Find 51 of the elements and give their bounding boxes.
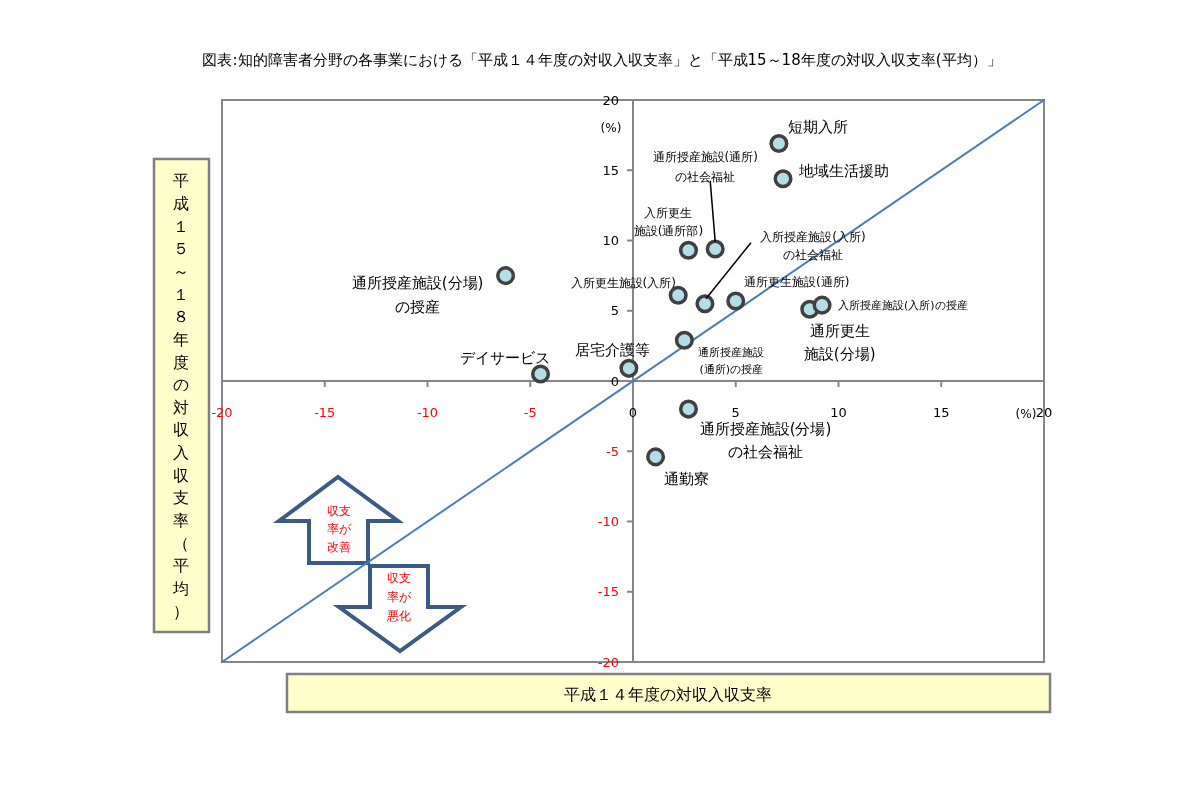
point <box>695 294 715 314</box>
annotation: 通所授産施設(分場)の授産 <box>351 273 484 316</box>
x-tick-label: 0 <box>628 404 638 420</box>
annotation: 収支率が悪化 <box>386 571 412 623</box>
y-tick-label: 5 <box>610 303 619 319</box>
y-tick-label: -10 <box>597 514 619 529</box>
point <box>619 358 639 378</box>
point <box>531 364 551 384</box>
y-tick-label: -20 <box>597 654 619 670</box>
x-tick-label: -10 <box>416 404 439 420</box>
annotation: 入所更生施設(入所) <box>570 276 676 291</box>
annotation: 通所授産施設(通所)の社会福祉 <box>652 149 758 184</box>
point <box>646 447 666 467</box>
y-tick-label: 0 <box>610 373 619 389</box>
x-tick-label: -5 <box>523 404 537 420</box>
annotation: 入所更生施設(通所部) <box>633 206 704 239</box>
x-axis-title: 平成１４年度の対収入収支率 <box>564 684 772 704</box>
point <box>678 399 699 419</box>
text: 平成１５～１８年度の対収入収支率（平均） <box>173 170 189 621</box>
annotation: 短期入所 <box>787 117 848 136</box>
x-tick-label: 15 <box>932 404 950 420</box>
y-tick-label: -15 <box>597 584 619 600</box>
point <box>769 134 789 154</box>
point <box>705 239 725 259</box>
y-tick-label: 20 <box>602 92 619 108</box>
annotation: 収支率が改善 <box>327 504 352 554</box>
point <box>726 291 746 311</box>
annotation: 居宅介護等 <box>575 341 651 360</box>
point <box>773 169 793 189</box>
x-tick-label: 5 <box>731 404 740 420</box>
y-tick-label: 15 <box>602 162 619 178</box>
x-tick-label: 20 <box>1035 404 1053 420</box>
point <box>812 295 832 315</box>
annotation: 通所更生施設(分場) <box>803 322 876 364</box>
annotation: (%) <box>600 121 622 135</box>
y-tick-label: -5 <box>606 443 619 459</box>
point <box>678 240 699 260</box>
annotation: 地域生活援助 <box>798 161 890 180</box>
point <box>496 266 516 286</box>
annotation: デイサービス <box>459 348 550 367</box>
annotation: 通所授産施設(分場)の社会福祉 <box>699 420 832 462</box>
point <box>674 330 694 350</box>
y-tick-label: 10 <box>602 233 619 248</box>
annotation: (%) <box>1015 407 1037 421</box>
annotation: 入所授産施設(入所)の授産 <box>838 298 968 312</box>
annotation: 通勤寮 <box>664 469 710 488</box>
annotation: 通所授産施設(通所)の授産 <box>698 345 765 376</box>
x-tick-label: -15 <box>314 404 336 420</box>
chart-title: 図表:知的障害者分野の各事業における「平成１４年度の対収入収支率」と「平成15～18年度の対収入収支率(平均）」 <box>202 51 1002 69</box>
x-tick-label: -20 <box>211 404 233 420</box>
x-tick-label: 10 <box>830 404 847 420</box>
